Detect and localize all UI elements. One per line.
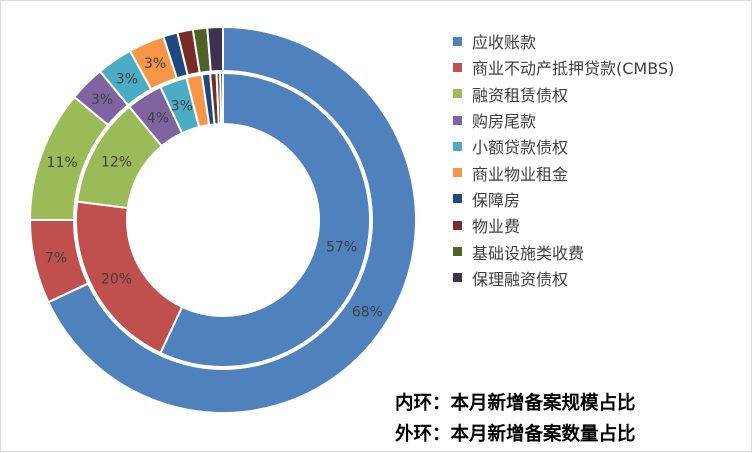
inner-ring-label-3: 4%: [147, 110, 169, 126]
outer-ring-slice-9: [206, 25, 224, 73]
legend-item: 保障房: [453, 186, 674, 212]
legend-item: 商业不动产抵押贷款(CMBS): [453, 54, 674, 80]
donut-chart: 57%20%12%4%3%68%7%11%3%3%3%: [28, 25, 417, 414]
legend-label: 购房尾款: [472, 112, 537, 132]
inner-ring-label-1: 20%: [101, 272, 132, 288]
legend-swatch: [453, 247, 462, 257]
inner-ring-caption: 内环：本月新增备案规模占比: [395, 393, 636, 414]
legend-swatch: [453, 115, 462, 125]
legend-label: 基础设施类收费: [472, 243, 585, 263]
legend-swatch: [453, 273, 462, 283]
legend-label: 保理融资债权: [472, 269, 569, 289]
outer-ring-caption: 外环：本月新增备案数量占比: [395, 424, 636, 445]
legend-swatch: [453, 194, 462, 204]
legend-item: 小额贷款债权: [453, 133, 674, 159]
inner-ring-label-0: 57%: [326, 240, 357, 256]
outer-ring-label-5: 3%: [144, 56, 166, 72]
legend-swatch: [453, 141, 462, 151]
legend: 应收账款商业不动产抵押贷款(CMBS) 融资租赁债权 购房尾款小额贷款债权 商业物业租…: [453, 28, 674, 291]
outer-ring-slice-0: [47, 25, 417, 414]
legend-label: 融资租赁债权: [472, 85, 569, 105]
legend-label: 应收账款: [472, 33, 537, 53]
outer-ring-label-1: 7%: [45, 250, 67, 266]
outer-ring-label-4: 3%: [116, 72, 138, 88]
legend-item: 应收账款: [453, 28, 674, 54]
legend-swatch: [453, 89, 462, 99]
legend-item: 商业物业租金: [453, 159, 674, 185]
legend-item: 融资租赁债权: [453, 81, 674, 107]
legend-label: 商业不动产抵押贷款(CMBS): [472, 59, 675, 79]
legend-swatch: [453, 62, 462, 72]
legend-item: 基础设施类收费: [453, 238, 674, 264]
legend-item: 保理融资债权: [453, 265, 674, 291]
outer-ring-label-0: 68%: [352, 305, 383, 321]
legend-label: 物业费: [472, 217, 521, 237]
legend-item: 物业费: [453, 212, 674, 238]
legend-swatch: [453, 168, 462, 178]
outer-ring-label-3: 3%: [91, 92, 113, 108]
legend-swatch: [453, 36, 462, 46]
outer-ring-label-2: 11%: [47, 155, 78, 171]
legend-swatch: [453, 220, 462, 230]
inner-ring-slice-0: [159, 71, 371, 368]
legend-item: 购房尾款: [453, 107, 674, 133]
legend-label: 保障房: [472, 190, 521, 210]
legend-label: 小额贷款债权: [472, 138, 569, 158]
inner-ring-label-2: 12%: [101, 155, 132, 171]
legend-label: 商业物业租金: [472, 164, 569, 184]
inner-ring-label-4: 3%: [171, 99, 193, 115]
inner-ring-slice-9: [219, 71, 224, 126]
